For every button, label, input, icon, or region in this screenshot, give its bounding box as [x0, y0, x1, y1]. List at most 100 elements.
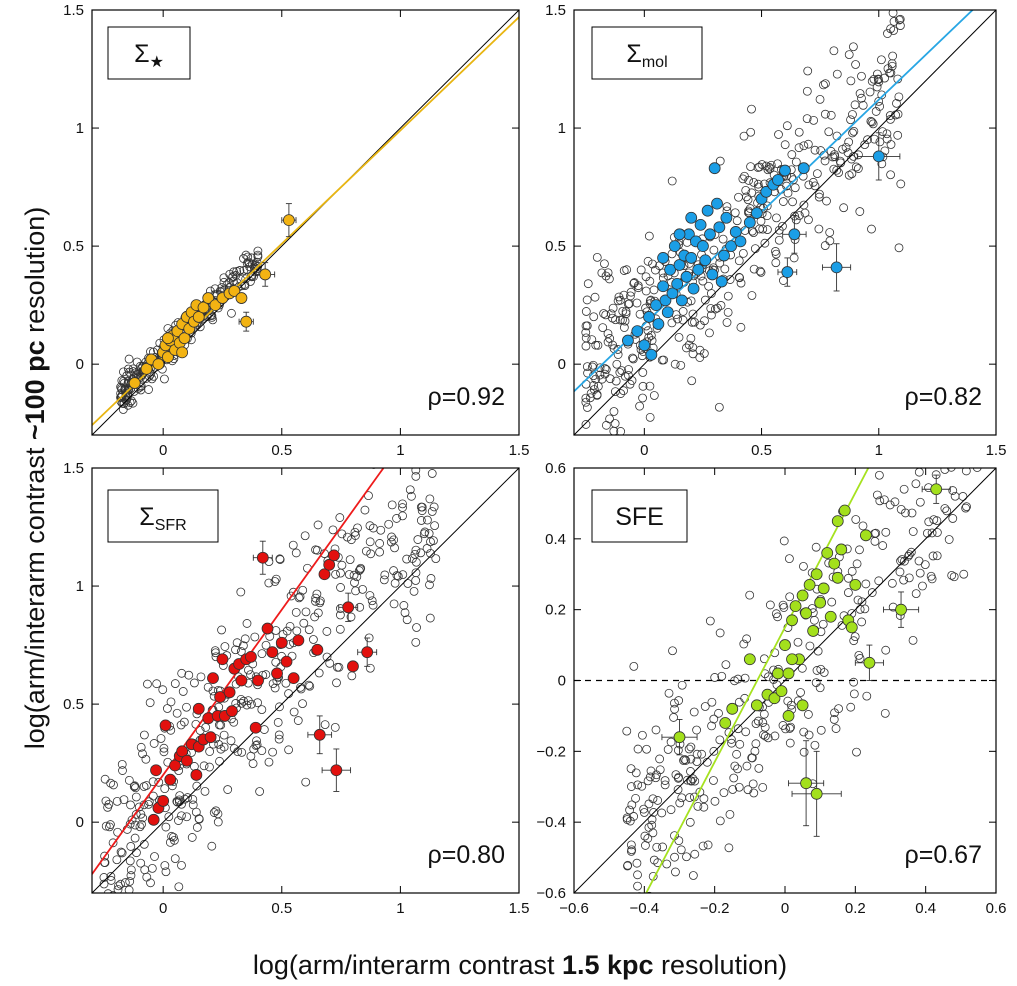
open-circle-point — [926, 571, 936, 581]
highlight-point — [685, 252, 698, 264]
open-circle-point — [759, 709, 769, 719]
highlight-point — [650, 299, 662, 312]
open-circle-point — [655, 765, 665, 775]
open-circle-point — [627, 800, 637, 810]
panel-molecular: 0 0.5 1 1.5 0 0.5 1 1.5 Σmol ρ=0.82 — [545, 2, 1006, 459]
open-circle-point — [887, 578, 897, 588]
open-circle-point — [417, 506, 427, 516]
open-circle-point — [581, 321, 591, 331]
open-circle-point — [745, 590, 755, 600]
open-circle-point — [312, 589, 322, 599]
open-circle-point — [251, 741, 261, 750]
highlight-point — [668, 240, 681, 253]
open-circle-point — [131, 368, 141, 378]
open-circle-point — [178, 687, 188, 696]
open-circle-point — [365, 591, 375, 600]
open-circle-point — [232, 638, 242, 648]
open-circle-point — [187, 833, 197, 842]
panel-frame — [573, 9, 997, 436]
highlight-point — [796, 699, 809, 712]
open-circle-point — [686, 754, 696, 764]
open-circle-point — [337, 560, 347, 570]
open-circle-point — [331, 569, 340, 579]
open-circle-point — [760, 238, 770, 248]
open-circle-point — [924, 517, 934, 527]
open-circle-point — [725, 809, 735, 819]
open-circle-point — [156, 734, 166, 743]
open-circle-point — [411, 557, 421, 567]
open-circle-point — [851, 162, 861, 172]
open-circle-point — [301, 607, 311, 617]
open-circle-point — [601, 365, 611, 374]
open-circle-point — [920, 560, 930, 570]
highlight-point — [645, 348, 658, 361]
open-circle-point — [736, 278, 746, 288]
open-circle-point — [274, 734, 284, 744]
open-circle-point — [848, 110, 857, 119]
highlight-point — [782, 710, 795, 722]
y-tick-label: 0.2 — [545, 602, 566, 619]
open-circle-point — [685, 817, 695, 827]
open-circle-point — [213, 817, 223, 827]
highlight-point — [775, 685, 788, 698]
open-circle-point — [803, 66, 813, 76]
open-circle-point — [124, 885, 134, 893]
highlight-point — [261, 622, 274, 635]
open-circle-point — [246, 670, 255, 680]
x-tick-label: 1 — [396, 900, 404, 917]
open-circle-point — [815, 189, 824, 199]
open-circle-point — [747, 291, 757, 300]
open-circle-point — [678, 315, 688, 325]
open-circle-point — [680, 754, 689, 764]
open-circle-point — [962, 502, 971, 512]
open-circle-point — [742, 634, 751, 644]
open-circle-point — [754, 763, 764, 773]
open-circle-point — [166, 697, 176, 707]
open-circle-point — [894, 92, 904, 102]
open-circle-point — [799, 200, 809, 210]
open-circle-point — [124, 775, 134, 785]
open-circle-point — [640, 831, 650, 841]
open-circle-point — [117, 935, 125, 943]
highlight-point — [895, 603, 907, 616]
open-circle-point — [152, 679, 162, 689]
open-circle-point — [674, 332, 684, 342]
open-circle-point — [676, 845, 686, 855]
open-circle-point — [300, 531, 310, 541]
open-circle-point — [834, 704, 843, 714]
highlight-point — [782, 667, 795, 680]
quantity-label-box — [591, 489, 688, 543]
open-circle-point — [886, 140, 896, 149]
open-circle-point — [161, 867, 171, 877]
open-circle-point — [584, 441, 592, 449]
quantity-label: ΣSFR — [139, 503, 186, 534]
open-circle-point — [144, 901, 152, 909]
highlight-point — [800, 777, 812, 790]
open-circle-point — [670, 704, 679, 714]
open-circle-point — [219, 273, 229, 283]
open-circle-point — [918, 581, 927, 591]
y-tick-label: −0.4 — [536, 814, 566, 831]
open-circle-point — [431, 456, 439, 464]
open-circle-point — [670, 698, 679, 708]
open-circle-point — [113, 885, 123, 893]
open-circle-point — [883, 64, 893, 74]
open-circle-point — [325, 658, 335, 668]
open-circle-point — [320, 720, 330, 730]
open-circle-point — [628, 354, 638, 364]
open-circle-point — [261, 640, 271, 650]
open-circle-point — [895, 14, 905, 24]
open-circle-point — [343, 532, 352, 542]
open-circle-point — [641, 841, 650, 850]
open-circle-point — [425, 494, 435, 504]
open-circle-point — [119, 376, 129, 386]
open-circle-point — [140, 896, 148, 904]
open-circle-point — [159, 747, 169, 757]
open-circle-point — [698, 841, 708, 851]
open-circle-point — [106, 820, 115, 829]
open-circle-point — [751, 739, 761, 749]
open-circle-point — [581, 307, 591, 316]
open-circle-point — [100, 906, 108, 914]
open-circle-point — [908, 635, 918, 645]
correlation-coefficient: ρ=0.80 — [428, 841, 505, 869]
